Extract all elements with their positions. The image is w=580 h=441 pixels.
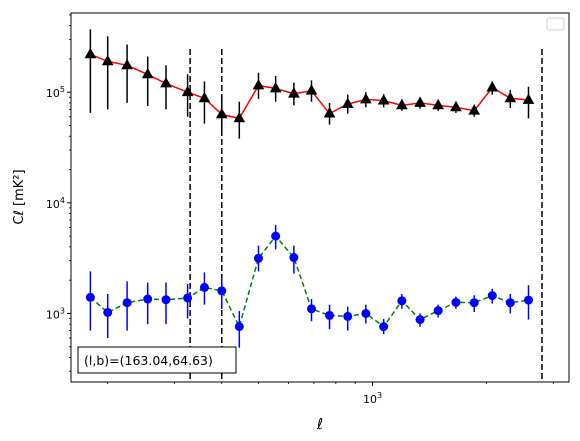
series-1-point-13 (325, 310, 335, 320)
y-axis-label: Cℓ [mK²] (12, 169, 27, 224)
x-axis-label: ℓ (316, 415, 323, 433)
series-0-point-5 (181, 85, 194, 97)
series-1-point-2 (122, 298, 132, 308)
series-0-point-2 (121, 58, 133, 70)
series-1-point-23 (505, 298, 515, 308)
series-0 (84, 29, 535, 139)
series-1-point-19 (433, 306, 443, 316)
series-1-point-16 (379, 322, 389, 332)
y-tick-label: 103 (46, 306, 65, 321)
series-0-point-0 (84, 47, 97, 59)
series-1-point-12 (306, 304, 316, 314)
y-tick-label: 105 (46, 85, 65, 100)
series-0-point-22 (486, 81, 499, 92)
series-0-point-1 (101, 54, 114, 66)
series-0-point-8 (233, 111, 246, 123)
series-0-point-17 (396, 98, 408, 110)
series-0-point-11 (288, 87, 300, 98)
series-1-point-21 (469, 298, 479, 308)
series-0-point-7 (215, 107, 228, 119)
series-1-point-8 (234, 322, 244, 332)
series-1 (85, 225, 533, 348)
series-1-point-7 (217, 286, 227, 296)
series-0-point-3 (141, 67, 154, 79)
series-0-point-10 (269, 82, 282, 93)
series-0-point-16 (377, 94, 390, 105)
series-0-point-18 (414, 96, 426, 107)
series-1-point-20 (451, 297, 461, 307)
series-0-point-15 (359, 92, 372, 104)
series-1-point-15 (361, 308, 371, 318)
series-1-point-17 (397, 296, 407, 306)
series-1-point-4 (161, 295, 171, 305)
series-1-point-10 (271, 231, 281, 241)
series-1-point-11 (289, 253, 299, 263)
series-1-point-9 (253, 253, 263, 263)
series-0-point-14 (341, 97, 354, 109)
series-1-point-14 (343, 311, 353, 321)
series-1-point-24 (523, 295, 533, 305)
series-0-point-19 (432, 98, 445, 110)
series-0-point-24 (522, 93, 535, 104)
series-0-point-13 (323, 107, 336, 118)
series-0-point-4 (160, 76, 172, 88)
series-1-point-5 (183, 293, 193, 303)
series-1-point-6 (199, 282, 209, 292)
series-0-point-9 (252, 78, 265, 90)
series-0-point-6 (198, 91, 211, 103)
data-series (84, 29, 535, 348)
series-1-point-3 (143, 294, 153, 304)
annotation-text: (l,b)=(163.04,64.63) (84, 353, 213, 368)
series-0-point-21 (468, 104, 481, 115)
legend-box (546, 17, 565, 31)
annotation-frame (77, 346, 237, 374)
series-0-point-12 (305, 84, 318, 95)
x-tick-label: 103 (363, 391, 382, 406)
plot-frame (70, 12, 570, 383)
series-1-point-1 (103, 307, 113, 317)
series-1-point-22 (487, 291, 497, 301)
y-tick-label: 104 (46, 196, 65, 211)
annotation-box: (l,b)=(163.04,64.63) (77, 346, 237, 374)
series-0-point-20 (450, 100, 462, 112)
series-1-point-0 (85, 292, 95, 302)
series-0-point-23 (504, 91, 517, 103)
series-1-point-18 (415, 315, 425, 325)
